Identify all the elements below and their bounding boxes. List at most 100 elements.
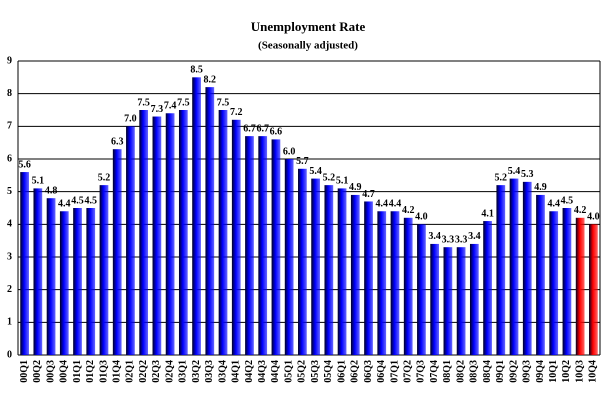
y-tick-label: 2 [7,284,12,295]
x-tick-label: 00Q2 [32,360,43,383]
value-label: 8.5 [190,65,203,76]
bar [59,211,69,355]
value-label: 7.5 [137,97,150,108]
y-tick-label: 3 [7,251,12,262]
x-tick-label: 02Q3 [151,360,162,383]
value-label: 4.8 [45,185,58,196]
x-tick-label: 05Q2 [297,360,308,383]
bar [284,159,294,355]
x-tick-label: 09Q4 [535,360,546,383]
value-label: 5.4 [508,166,521,177]
x-tick-label: 10Q1 [548,360,559,383]
x-tick-label: 02Q2 [138,360,149,383]
value-label: 4.2 [574,205,587,216]
y-tick-label: 4 [7,219,12,230]
bar [417,224,426,355]
x-tick-label: 06Q3 [363,360,374,383]
x-tick-label: 08Q1 [442,360,453,383]
bar [549,211,559,355]
bar [126,126,135,355]
value-label: 5.3 [521,169,534,180]
bar [509,178,519,355]
value-label: 7.4 [164,101,177,112]
x-tick-label: 06Q2 [350,360,361,383]
x-tick-label: 07Q4 [429,360,440,383]
value-label: 5.1 [336,176,349,187]
value-label: 6.7 [256,123,269,134]
x-tick-label: 07Q2 [403,360,414,383]
x-tick-label: 07Q3 [416,360,427,383]
x-tick-label: 03Q1 [178,360,189,383]
value-label: 8.2 [204,74,217,85]
value-label: 4.7 [362,189,375,200]
bar [99,185,109,355]
x-tick-label: 10Q4 [588,360,599,383]
value-label: 4.5 [561,195,574,206]
bar [456,247,466,355]
x-tick-label: 02Q4 [164,360,175,383]
value-label: 4.4 [58,199,71,210]
value-label: 4.1 [481,208,494,219]
x-tick-label: 00Q4 [59,360,70,383]
y-tick-label: 1 [7,317,12,328]
value-label: 7.5 [217,97,230,108]
bar [139,110,149,355]
value-label: 3.4 [428,231,441,242]
bar [496,185,506,355]
x-tick-label: 09Q2 [508,360,519,383]
chart-title: Unemployment Rate [251,19,366,34]
bar [178,110,188,355]
x-tick-label: 09Q3 [522,360,533,383]
value-label: 4.4 [547,199,560,210]
bar [443,247,453,355]
y-tick-label: 6 [7,153,12,164]
value-label: 7.5 [177,97,190,108]
bar [258,136,268,355]
bar [364,201,373,355]
value-label: 4.4 [389,199,402,210]
bar [271,139,281,355]
y-tick-label: 7 [7,121,12,132]
bar [165,113,175,356]
bar [245,136,254,355]
x-tick-label: 04Q4 [270,360,281,383]
bar [231,119,241,355]
x-tick-label: 05Q4 [323,360,334,383]
bar [469,243,479,355]
value-label: 5.2 [323,172,336,183]
y-tick-label: 5 [7,186,12,197]
value-label: 6.6 [270,127,283,138]
bar [20,172,29,355]
bar [218,110,228,355]
x-tick-label: 10Q3 [574,360,585,383]
bar [205,87,215,355]
x-tick-label: 01Q4 [112,360,123,383]
x-tick-label: 00Q3 [45,360,56,383]
bar [33,188,43,355]
x-tick-label: 06Q4 [376,360,387,383]
bar [575,217,585,355]
bar [298,168,307,355]
x-tick-label: 05Q3 [310,360,321,383]
x-tick-label: 09Q1 [495,360,506,383]
value-label: 6.7 [243,123,256,134]
value-label: 5.2 [495,172,508,183]
value-label: 7.3 [151,104,164,115]
x-tick-label: 08Q2 [455,360,466,383]
value-label: 4.5 [85,195,98,206]
bar [350,194,360,355]
bar [324,185,334,355]
x-tick-label: 01Q2 [85,360,96,383]
bar [192,77,201,355]
value-label: 7.2 [230,107,243,118]
value-label: 6.3 [111,136,124,147]
value-label: 7.0 [124,114,137,125]
value-label: 5.2 [98,172,111,183]
x-tick-label: 01Q1 [72,360,83,383]
value-label: 4.9 [534,182,547,193]
bar [522,181,532,355]
x-tick-label: 08Q3 [469,360,480,383]
value-label: 4.2 [402,205,415,216]
bar [403,217,413,355]
bar [73,208,82,355]
